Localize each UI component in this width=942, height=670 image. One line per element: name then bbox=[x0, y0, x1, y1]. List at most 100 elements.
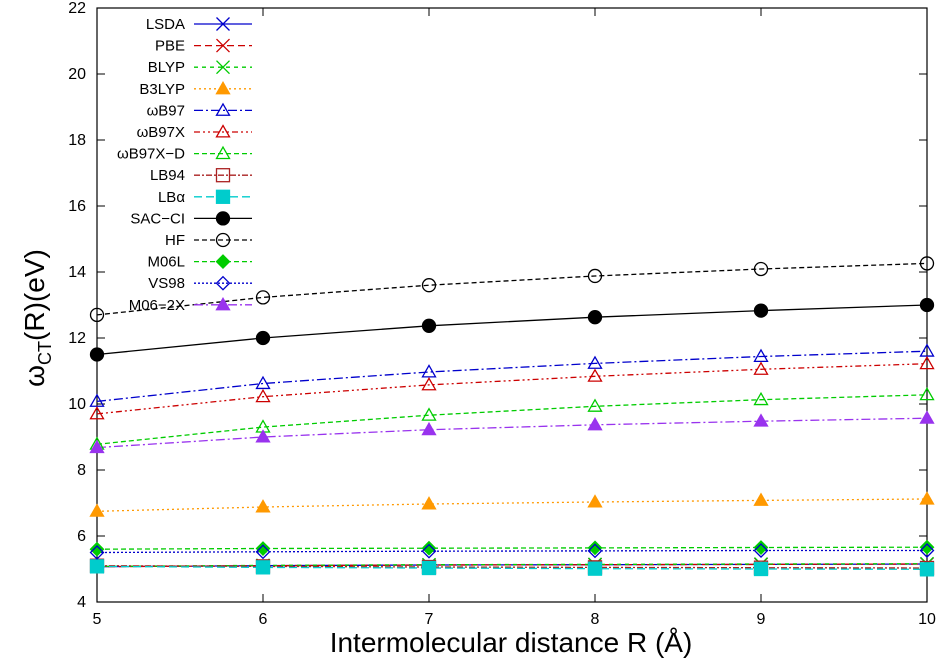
x-tick-label: 7 bbox=[425, 611, 434, 628]
series-line-m06l bbox=[96, 546, 928, 550]
point-hf bbox=[587, 268, 603, 284]
y-tick-label: 12 bbox=[68, 330, 86, 347]
legend-marker--b97x bbox=[215, 124, 231, 138]
legend-marker-lsda bbox=[216, 17, 230, 31]
x-tick-label: 9 bbox=[757, 611, 766, 628]
legend-label-sac-ci: SAC−CI bbox=[130, 210, 185, 227]
series-line-m06-2x bbox=[96, 417, 928, 449]
point--b97x bbox=[255, 388, 271, 403]
y-tick-label: 4 bbox=[77, 594, 86, 611]
legend-marker-b3lyp bbox=[215, 80, 231, 95]
legend-label--b97x: ωB97X bbox=[137, 124, 185, 141]
legend-label-m06l: M06L bbox=[147, 254, 185, 271]
point-m06l bbox=[919, 539, 935, 555]
point-hf bbox=[753, 261, 769, 277]
legend-label-lsda: LSDA bbox=[146, 16, 185, 33]
point-hf bbox=[255, 290, 271, 305]
y-tick-label: 8 bbox=[77, 462, 86, 479]
point--b97 bbox=[255, 375, 271, 390]
x-tick-label: 10 bbox=[918, 611, 936, 628]
series-line--b97x-d bbox=[96, 394, 928, 445]
y-axis-title-subscript: CT bbox=[35, 341, 55, 365]
point-m06-2x bbox=[255, 429, 271, 443]
series-line-b3lyp bbox=[96, 498, 928, 512]
legend-label-pbe: PBE bbox=[155, 38, 185, 55]
point-b3lyp bbox=[919, 491, 935, 505]
point-m06l bbox=[255, 541, 271, 556]
series-line-vs98 bbox=[96, 549, 927, 554]
point--b97x-d bbox=[421, 407, 437, 421]
legend-marker-pbe bbox=[216, 38, 230, 53]
legend-marker-m06-2x bbox=[215, 296, 231, 311]
legend-marker-blyp bbox=[216, 60, 230, 75]
point-lb- bbox=[587, 561, 603, 576]
legend-marker-hf bbox=[215, 232, 231, 248]
point-m06l bbox=[89, 541, 105, 557]
legend: LSDA PBE BLYP B3LYP ωB97 ωB97X ωB97X−D LB94 LBα S… bbox=[117, 16, 252, 314]
point-sac-ci bbox=[89, 347, 105, 362]
legend-label-lb94: LB94 bbox=[150, 167, 185, 184]
point--b97x-d bbox=[753, 391, 769, 406]
series-lines bbox=[96, 262, 928, 570]
point-lb- bbox=[89, 559, 105, 574]
point-hf bbox=[89, 307, 105, 323]
legend-marker-sac-ci bbox=[215, 211, 231, 226]
legend-marker--b97 bbox=[215, 102, 231, 116]
point-sac-ci bbox=[753, 303, 769, 318]
legend-label-vs98: VS98 bbox=[148, 275, 185, 292]
point-b3lyp bbox=[587, 494, 603, 508]
point-b3lyp bbox=[421, 496, 437, 510]
point-sac-ci bbox=[255, 330, 271, 346]
series-line-blyp bbox=[96, 563, 928, 568]
point-m06-2x bbox=[421, 421, 437, 436]
point-hf bbox=[421, 278, 437, 293]
point-vs98 bbox=[421, 543, 437, 559]
legend-marker--b97x-d bbox=[215, 145, 231, 160]
point-m06-2x bbox=[753, 413, 769, 427]
point-lb- bbox=[255, 560, 271, 575]
point--b97x bbox=[89, 406, 105, 420]
point--b97x bbox=[919, 355, 935, 370]
point-vs98 bbox=[753, 543, 769, 558]
x-tick-label: 8 bbox=[591, 611, 600, 628]
legend-marker-lb- bbox=[215, 189, 231, 204]
point-hf bbox=[919, 256, 935, 271]
point--b97 bbox=[753, 348, 769, 363]
legend-label-b3lyp: B3LYP bbox=[139, 81, 185, 98]
point-sac-ci bbox=[919, 297, 935, 313]
legend-label-lb-: LBα bbox=[158, 189, 185, 206]
point--b97x-d bbox=[919, 386, 935, 401]
point-m06l bbox=[587, 540, 603, 556]
legend-label--b97x-d: ωB97X−D bbox=[117, 146, 185, 163]
point--b97 bbox=[587, 355, 603, 369]
point-lb- bbox=[919, 562, 935, 577]
point--b97x bbox=[753, 361, 769, 375]
point-vs98 bbox=[255, 544, 271, 560]
legend-label--b97: ωB97 bbox=[147, 102, 185, 119]
legend-label-m06-2x: M06−2X bbox=[129, 297, 185, 314]
point-vs98 bbox=[587, 543, 603, 559]
y-tick-label: 14 bbox=[68, 264, 86, 281]
legend-label-hf: HF bbox=[165, 232, 185, 249]
series-line--b97x bbox=[96, 363, 928, 415]
legend-marker-lb94 bbox=[215, 168, 231, 183]
point--b97x-d bbox=[587, 398, 603, 412]
point--b97x bbox=[587, 368, 603, 382]
point-lb- bbox=[421, 560, 437, 576]
point-b3lyp bbox=[255, 499, 271, 513]
y-axis-title-rest: (R)(eV) bbox=[19, 249, 50, 341]
y-axis-title-symbol: ω bbox=[19, 365, 50, 387]
x-tick-label: 6 bbox=[259, 611, 268, 628]
y-axis-title: ωCT(R)(eV) bbox=[19, 249, 55, 387]
series-line-hf bbox=[96, 262, 928, 316]
point-m06l bbox=[421, 540, 437, 556]
y-tick-label: 22 bbox=[68, 0, 86, 17]
series-line-lb- bbox=[96, 565, 928, 570]
point-m06-2x bbox=[587, 416, 603, 431]
y-tick-label: 20 bbox=[68, 66, 86, 83]
point-lb- bbox=[753, 561, 769, 577]
point-vs98 bbox=[919, 543, 935, 558]
point-b3lyp bbox=[753, 492, 769, 506]
legend-marker-m06l bbox=[215, 254, 231, 270]
